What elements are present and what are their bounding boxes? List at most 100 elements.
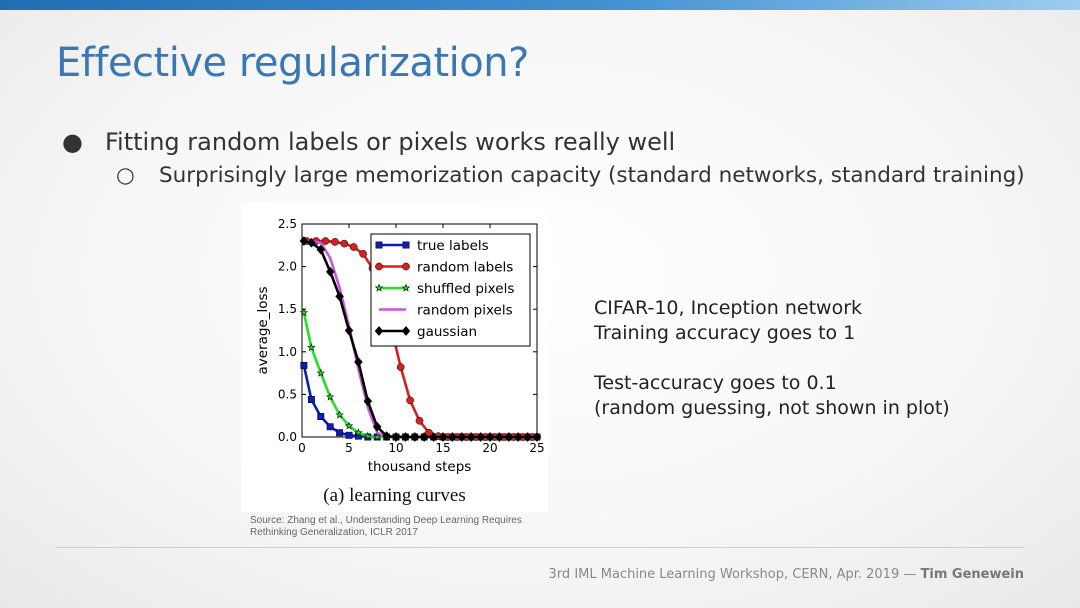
data-point-gaussian: [335, 291, 344, 302]
x-tick-label: 25: [529, 441, 544, 455]
legend-marker-gaussian: [401, 326, 411, 336]
data-point-random-labels: [415, 416, 424, 425]
data-point-random-labels: [359, 249, 367, 258]
y-tick-label: 1.5: [278, 302, 297, 316]
x-tick-label: 0: [298, 441, 306, 455]
data-point-random-labels: [331, 238, 339, 246]
note-line-1: CIFAR-10, Inception network: [594, 297, 863, 319]
data-point-shuffled-pixels: [307, 343, 316, 352]
y-tick-label: 0.0: [278, 430, 297, 444]
source-line-1: Source: Zhang et al., Understanding Deep…: [250, 515, 522, 526]
x-axis-label: thousand steps: [368, 459, 472, 475]
legend-marker-random-labels: [375, 262, 383, 271]
data-point-random-labels: [406, 396, 414, 405]
data-point-true-labels: [317, 413, 325, 421]
data-point-gaussian: [504, 432, 514, 442]
legend-label-random-pixels: random pixels: [417, 303, 513, 319]
x-tick-label: 20: [482, 441, 497, 455]
data-point-shuffled-pixels: [299, 308, 309, 317]
data-point-shuffled-pixels: [344, 421, 354, 430]
footer-text: 3rd IML Machine Learning Workshop, CERN,…: [548, 567, 921, 582]
y-axis-label: average_loss: [255, 286, 271, 374]
data-point-gaussian: [363, 396, 373, 407]
note-line-3: Test-accuracy goes to 0.1: [594, 372, 837, 394]
legend-label-random-labels: random labels: [417, 260, 513, 276]
data-point-gaussian: [401, 432, 410, 442]
data-point-gaussian: [523, 432, 532, 442]
x-tick-label: 15: [435, 441, 450, 455]
x-tick-label: 5: [345, 441, 353, 455]
data-point-random-labels: [340, 239, 349, 248]
y-tick-label: 2.0: [278, 260, 297, 274]
legend-marker-random-labels: [402, 262, 410, 271]
slide-footer: 3rd IML Machine Learning Workshop, CERN,…: [549, 567, 1024, 582]
legend-box: [370, 233, 531, 347]
sub-bullet-text: Surprisingly large memorization capacity…: [159, 163, 1025, 188]
data-point-true-labels: [345, 431, 353, 439]
source-citation: Source: Zhang et al., Understanding Deep…: [250, 515, 550, 539]
data-point-shuffled-pixels: [325, 392, 335, 401]
side-notes: CIFAR-10, Inception network Training acc…: [594, 296, 950, 421]
data-point-shuffled-pixels: [372, 432, 382, 441]
note-spacer: [594, 346, 950, 371]
top-accent-bar: [0, 0, 1080, 10]
data-point-true-labels: [307, 396, 315, 403]
data-point-shuffled-pixels: [316, 368, 326, 377]
legend-label-shuffled-pixels: shuffled pixels: [417, 281, 514, 297]
data-point-gaussian: [466, 432, 476, 442]
footer-author: Tim Genewein: [920, 567, 1025, 582]
data-point-gaussian: [476, 432, 485, 442]
data-point-gaussian: [325, 266, 335, 277]
sub-bullet-circle-icon: ○: [116, 163, 135, 188]
data-point-gaussian: [438, 432, 448, 442]
series-line-true-labels: [302, 365, 537, 439]
data-point-shuffled-pixels: [335, 410, 344, 419]
y-tick-label: 0.5: [278, 387, 297, 401]
bullet-text: Fitting random labels or pixels works re…: [105, 128, 676, 156]
slide-title: Effective regularization?: [56, 40, 529, 86]
note-line-2: Training accuracy goes to 1: [594, 322, 856, 344]
source-line-2: Rethinking Generalization, ICLR 2017: [250, 527, 418, 538]
data-point-gaussian: [448, 432, 457, 442]
data-point-gaussian: [410, 432, 420, 442]
data-point-true-labels: [300, 361, 308, 369]
y-tick-label: 2.5: [278, 217, 297, 231]
loss-chart: 0 5 10 15 20 25 0.0 0.5 1.0 1.5 2.0 2.5 thousand ste…: [255, 217, 545, 475]
data-point-gaussian: [532, 432, 542, 442]
legend-label-true-labels: true labels: [417, 238, 489, 254]
data-point-gaussian: [485, 432, 495, 442]
data-point-gaussian: [316, 244, 326, 255]
data-point-gaussian: [419, 432, 429, 442]
legend-marker-shuffled-pixels: [374, 283, 384, 292]
footer-divider: [56, 547, 1024, 548]
data-point-gaussian: [429, 432, 438, 442]
data-point-gaussian: [299, 236, 309, 247]
x-tick-label: 10: [388, 441, 403, 455]
figure-caption: (a) learning curves: [323, 485, 466, 506]
note-line-4: (random guessing, not shown in plot): [594, 397, 950, 419]
legend-label-gaussian: gaussian: [417, 324, 477, 340]
data-point-random-labels: [321, 237, 330, 245]
legend-marker-true-labels: [375, 241, 383, 249]
data-point-shuffled-pixels: [363, 431, 373, 440]
data-point-shuffled-pixels: [354, 428, 363, 437]
data-point-gaussian: [391, 432, 401, 442]
data-point-gaussian: [344, 325, 354, 336]
bullet-dot-icon: ●: [62, 128, 83, 156]
data-point-gaussian: [382, 431, 391, 442]
data-point-true-labels: [336, 429, 344, 437]
data-point-gaussian: [372, 421, 382, 432]
data-point-random-labels: [349, 243, 358, 251]
legend-marker-true-labels: [402, 241, 410, 249]
data-point-true-labels: [326, 423, 334, 431]
data-point-random-labels: [396, 363, 405, 371]
data-point-gaussian: [513, 432, 523, 442]
data-point-gaussian: [354, 357, 363, 368]
data-point-gaussian: [495, 432, 504, 442]
legend-marker-shuffled-pixels: [401, 283, 411, 292]
learning-curves-figure: 0 5 10 15 20 25 0.0 0.5 1.0 1.5 2.0 2.5 thousand ste…: [241, 203, 548, 512]
data-point-gaussian: [307, 237, 316, 248]
y-tick-label: 1.0: [278, 345, 297, 359]
legend-marker-gaussian: [374, 326, 384, 336]
data-point-gaussian: [457, 432, 467, 442]
